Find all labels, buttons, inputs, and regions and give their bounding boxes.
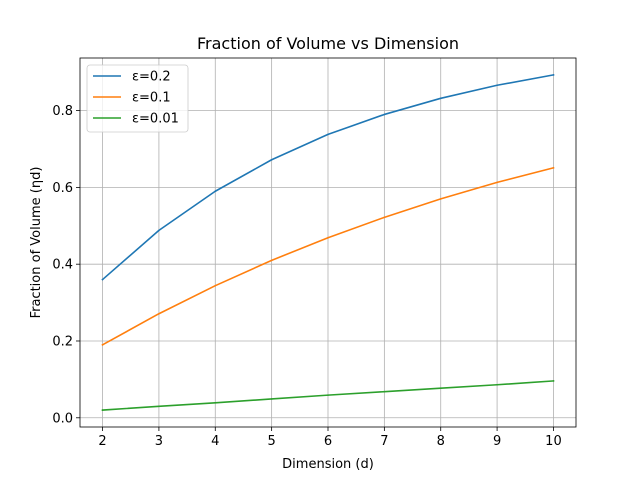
data-point [327,133,329,136]
data-point [327,394,329,396]
y-tick-label: 0.0 [52,411,73,426]
legend-label: ε=0.1 [132,91,171,106]
data-point [214,402,217,404]
data-point [101,409,104,411]
data-point [496,84,498,87]
series-2 [101,380,555,411]
legend-label: ε=0.2 [132,70,171,85]
data-point [270,398,273,400]
data-point [552,380,555,382]
series-layer [101,73,555,411]
data-point [270,158,273,161]
x-tick-label: 5 [267,434,275,449]
x-tick-label: 3 [155,434,163,449]
y-tick-label: 0.8 [52,104,73,119]
legend: ε=0.2 ε=0.1 ε=0.01 [86,64,189,133]
grid [80,58,576,427]
data-point [383,113,386,116]
data-point [101,278,104,281]
y-tick-label: 0.2 [52,334,73,349]
x-tick-label: 4 [211,434,219,449]
data-point [552,74,555,76]
x-tick-label: 6 [324,434,332,449]
x-tick-label: 8 [437,434,445,449]
x-tick-label: 10 [545,434,562,449]
series-1 [101,166,555,346]
data-point [158,229,160,232]
data-point [158,312,160,315]
data-point [496,383,498,386]
data-point [439,97,442,100]
data-point [383,390,386,393]
chart-title: Fraction of Volume vs Dimension [197,34,459,53]
legend-label: ε=0.01 [132,112,179,127]
data-point [327,236,329,239]
data-point [552,167,555,169]
x-axis-label: Dimension (d) [282,457,374,472]
x-axis: 2 3 4 5 6 7 8 9 10 [98,427,562,449]
data-point [439,387,442,390]
x-tick-label: 7 [380,434,388,449]
x-tick-label: 2 [98,434,106,449]
data-point [270,259,273,262]
y-axis-label: Fraction of Volume (ηd) [29,167,44,319]
data-point [439,198,442,200]
data-point [214,284,217,287]
data-point [214,190,217,193]
y-tick-label: 0.6 [52,181,73,196]
legend-box [86,64,189,133]
series-0 [101,73,555,281]
x-tick-label: 9 [493,434,501,449]
y-axis: 0.0 0.2 0.4 0.6 0.8 [52,104,80,426]
y-tick-label: 0.4 [52,258,73,273]
data-point [496,181,498,184]
data-point [158,405,160,408]
data-point [383,216,386,219]
data-point [101,344,104,346]
